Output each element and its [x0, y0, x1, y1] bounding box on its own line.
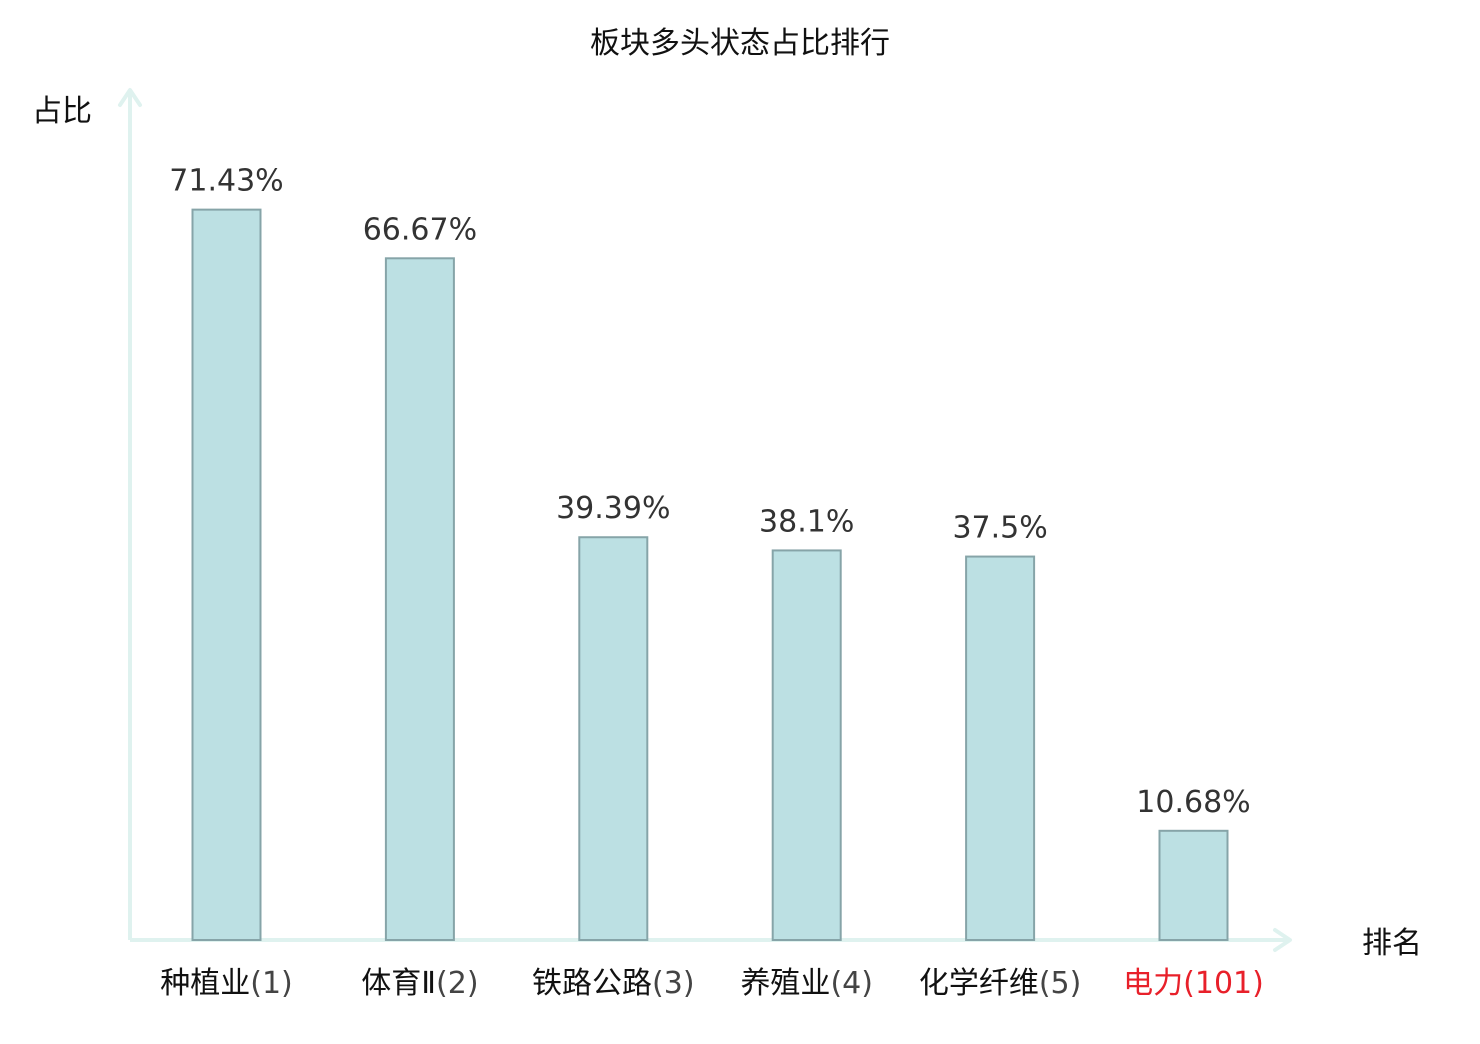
- category-name: 化学纤维: [919, 966, 1039, 1001]
- bar: [965, 555, 1036, 941]
- y-axis-label: 占比: [32, 94, 92, 129]
- category-rank: (3): [652, 966, 695, 1001]
- bar: [384, 257, 455, 941]
- bar: [771, 549, 842, 941]
- category-rank: (5): [1039, 966, 1082, 1001]
- x-axis-arrow: [1273, 928, 1292, 952]
- category-name: 体育Ⅱ: [361, 966, 436, 1001]
- bar-value-label: 37.5%: [952, 511, 1047, 546]
- category-rank: (1): [250, 966, 293, 1001]
- category-label: 化学纤维(5): [919, 966, 1082, 1001]
- bar-value-label: 38.1%: [759, 504, 854, 539]
- category-rank: (2): [436, 966, 479, 1001]
- category-name: 种植业: [160, 966, 250, 1001]
- axes: [118, 88, 1292, 952]
- bar: [1158, 829, 1229, 941]
- bar-value-label: 66.67%: [363, 212, 477, 247]
- category-rank: (4): [830, 966, 873, 1001]
- category-label: 电力(101): [1123, 966, 1264, 1001]
- category-name: 养殖业: [740, 966, 830, 1001]
- bar-value-label: 10.68%: [1136, 785, 1250, 820]
- chart-title: 板块多头状态占比排行: [590, 26, 890, 61]
- category-label: 养殖业(4): [740, 966, 873, 1001]
- bars-group: [191, 208, 1229, 942]
- bar: [578, 536, 649, 941]
- value-labels-group: 71.43% 66.67% 39.39% 38.1% 37.5% 10.68%: [169, 164, 1250, 820]
- bar-value-label: 71.43%: [169, 164, 283, 199]
- category-name: 铁路公路: [532, 966, 652, 1001]
- category-rank: (101): [1183, 966, 1264, 1001]
- y-axis-arrow: [118, 88, 142, 107]
- category-label: 体育Ⅱ(2): [361, 966, 478, 1001]
- bar-value-label: 39.39%: [556, 491, 670, 526]
- category-labels-group: 种植业(1) 体育Ⅱ(2) 铁路公路(3) 养殖业(4) 化学纤维(5) 电力(101): [160, 966, 1264, 1001]
- category-label: 铁路公路(3): [532, 966, 695, 1001]
- bar: [191, 208, 262, 942]
- x-axis-label: 排名: [1362, 926, 1422, 961]
- category-name: 电力: [1123, 966, 1183, 1001]
- category-label: 种植业(1): [160, 966, 293, 1001]
